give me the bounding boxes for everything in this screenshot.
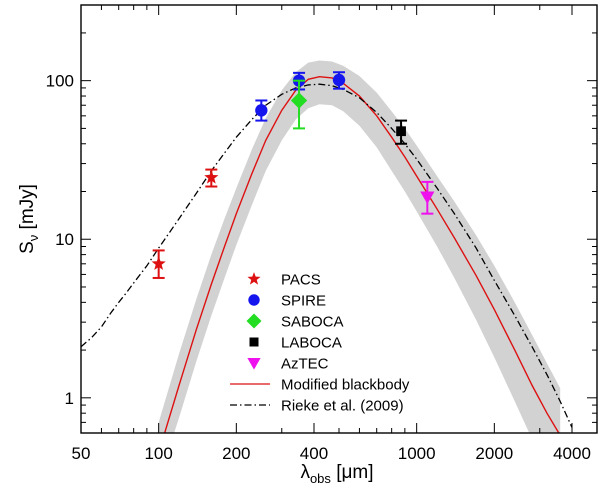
x-tick-label: 200 <box>222 444 250 463</box>
legend-entry-rieke-et-al-2009: Rieke et al. (2009) <box>230 398 404 415</box>
laboca-point-1 <box>395 119 408 145</box>
legend-pacs-marker <box>247 272 261 285</box>
x-tick-label: 400 <box>300 444 328 463</box>
uncertainty-band <box>158 60 561 433</box>
legend-saboca-label: SABOCA <box>281 314 344 331</box>
legend-modified-blackbody-label: Modified blackbody <box>281 377 410 394</box>
pacs-point-1 <box>151 249 166 279</box>
legend-entry-saboca: SABOCA <box>246 313 344 331</box>
laboca-marker <box>396 126 406 137</box>
spire-point-1 <box>255 99 268 122</box>
saboca-marker <box>290 92 308 109</box>
y-tick-label: 1 <box>65 389 74 408</box>
spire-marker <box>255 104 268 117</box>
y-axis-title: Sν [mJy] <box>17 184 41 254</box>
legend-aztec-marker <box>247 358 261 370</box>
spire-marker <box>332 73 346 87</box>
legend-aztec-label: AzTEC <box>281 356 329 373</box>
legend-spire-label: SPIRE <box>281 293 326 310</box>
modified-blackbody-line <box>163 75 560 433</box>
x-tick-label: 50 <box>72 444 91 463</box>
x-tick-label: 2000 <box>475 444 513 463</box>
x-tick-label: 1000 <box>398 444 436 463</box>
spire-point-3 <box>332 71 346 90</box>
legend-saboca-marker <box>246 313 262 329</box>
legend-rieke-et-al-2009-label: Rieke et al. (2009) <box>281 398 404 415</box>
uncertainty-band-layer <box>158 60 561 433</box>
y-tick-label: 100 <box>46 72 74 91</box>
x-axis-title: λobs [μm] <box>300 462 373 486</box>
aztec-marker <box>420 191 435 205</box>
x-tick-label: 4000 <box>553 444 591 463</box>
legend-pacs-label: PACS <box>281 272 321 289</box>
x-tick-label: 100 <box>144 444 172 463</box>
legend-entry-aztec: AzTEC <box>247 356 329 373</box>
saboca-point-1 <box>290 79 308 130</box>
axis-ticks: 50 100 200 400 1000 2000 4000 1 10 100 <box>46 4 598 463</box>
legend-entry-pacs: PACS <box>247 272 321 289</box>
data-point-layer <box>151 71 435 279</box>
legend-spire-marker <box>248 294 260 306</box>
legend-laboca-marker <box>249 337 259 347</box>
rieke-2009-line <box>81 83 573 428</box>
legend-entry-spire: SPIRE <box>248 293 326 310</box>
legend-entry-modified-blackbody: Modified blackbody <box>230 377 410 394</box>
y-tick-label: 10 <box>55 230 74 249</box>
pacs-point-2 <box>204 168 219 188</box>
pacs-marker <box>204 170 219 184</box>
legend-laboca-label: LABOCA <box>281 335 342 352</box>
aztec-point-1 <box>420 180 435 215</box>
legend-entry-laboca: LABOCA <box>249 335 342 352</box>
model-line-layer <box>81 75 573 433</box>
pacs-marker <box>151 256 166 270</box>
legend: PACS SPIRE SABOCA LABOCA AzTEC Modified black… <box>230 272 410 415</box>
